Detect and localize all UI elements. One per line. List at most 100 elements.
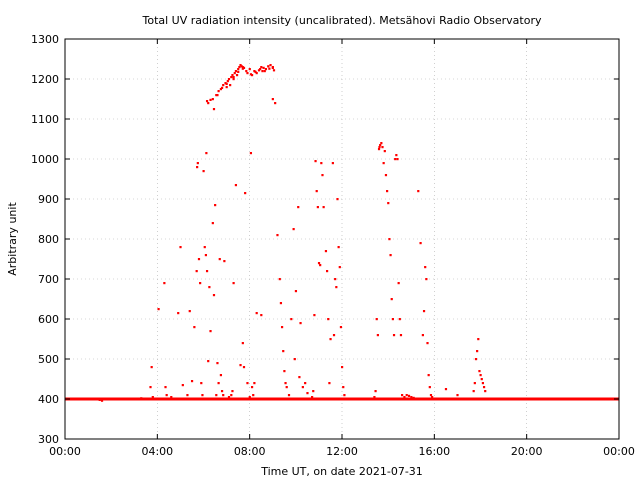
data-point bbox=[331, 162, 334, 165]
data-point bbox=[321, 174, 324, 177]
data-point bbox=[242, 366, 246, 369]
y-tick-label: 900 bbox=[38, 193, 59, 206]
data-point bbox=[232, 78, 235, 81]
data-point bbox=[428, 386, 431, 389]
data-point bbox=[285, 386, 288, 389]
data-point bbox=[98, 398, 101, 401]
data-point bbox=[196, 166, 199, 169]
data-point bbox=[312, 390, 315, 393]
data-point bbox=[259, 68, 262, 71]
y-tick-label: 300 bbox=[38, 433, 59, 446]
data-point bbox=[255, 312, 258, 315]
data-point bbox=[383, 150, 386, 153]
data-point bbox=[215, 394, 218, 397]
data-point bbox=[325, 270, 329, 273]
data-point bbox=[237, 68, 240, 71]
data-point bbox=[177, 312, 180, 315]
data-point bbox=[234, 70, 238, 73]
data-point bbox=[240, 65, 243, 68]
data-point bbox=[241, 66, 244, 69]
data-point bbox=[310, 396, 314, 399]
data-point bbox=[279, 302, 283, 305]
data-point bbox=[193, 326, 196, 329]
data-point bbox=[481, 382, 485, 385]
data-point bbox=[149, 386, 152, 389]
data-point bbox=[332, 334, 336, 337]
data-point bbox=[214, 204, 217, 207]
data-point bbox=[426, 342, 429, 345]
data-point bbox=[374, 390, 377, 393]
data-point bbox=[284, 382, 287, 385]
data-point bbox=[205, 152, 208, 155]
data-point bbox=[336, 198, 339, 201]
data-point bbox=[170, 396, 173, 399]
data-point bbox=[245, 70, 248, 73]
data-point bbox=[249, 152, 253, 155]
x-axis-label: Time UT, on date 2021-07-31 bbox=[260, 465, 423, 478]
data-point bbox=[254, 70, 257, 73]
data-point bbox=[209, 98, 212, 101]
data-point bbox=[343, 394, 346, 397]
data-point bbox=[190, 380, 194, 383]
data-point bbox=[304, 382, 307, 385]
y-tick-label: 1000 bbox=[31, 153, 59, 166]
data-point bbox=[322, 206, 325, 209]
y-tick-label: 800 bbox=[38, 233, 59, 246]
data-point bbox=[181, 384, 184, 387]
data-point bbox=[474, 358, 478, 361]
data-point bbox=[244, 192, 247, 195]
data-point bbox=[392, 334, 396, 337]
data-point bbox=[242, 66, 246, 69]
data-point bbox=[324, 250, 328, 253]
data-point bbox=[371, 398, 374, 401]
data-point bbox=[248, 396, 251, 399]
data-point bbox=[482, 386, 486, 389]
data-point bbox=[197, 258, 201, 261]
data-point bbox=[272, 69, 276, 72]
data-point bbox=[219, 374, 223, 377]
data-point bbox=[241, 342, 244, 345]
y-tick-label: 1100 bbox=[31, 113, 59, 126]
data-point bbox=[338, 266, 341, 269]
data-point bbox=[308, 398, 311, 401]
data-point bbox=[253, 70, 256, 73]
data-point bbox=[451, 398, 454, 401]
data-point bbox=[419, 242, 422, 245]
data-point bbox=[382, 162, 385, 165]
data-point bbox=[217, 382, 220, 385]
data-point bbox=[373, 396, 376, 399]
data-point bbox=[379, 144, 382, 147]
data-point bbox=[431, 396, 434, 399]
data-point bbox=[218, 258, 221, 261]
data-point bbox=[248, 68, 251, 71]
data-point bbox=[386, 190, 389, 193]
data-point bbox=[205, 270, 209, 273]
data-point bbox=[227, 78, 231, 81]
data-point bbox=[225, 86, 228, 89]
data-point bbox=[292, 228, 295, 231]
data-point bbox=[456, 394, 459, 397]
data-point bbox=[211, 222, 214, 225]
x-tick-label: 16:00 bbox=[418, 445, 450, 458]
data-point bbox=[424, 266, 427, 269]
data-point bbox=[151, 396, 154, 399]
data-point bbox=[255, 72, 258, 75]
x-tick-label: 20:00 bbox=[511, 445, 543, 458]
data-point bbox=[342, 386, 345, 389]
y-tick-label: 1200 bbox=[31, 73, 59, 86]
data-point bbox=[226, 80, 229, 83]
data-point bbox=[220, 86, 224, 89]
data-point bbox=[230, 394, 233, 397]
data-point bbox=[472, 390, 475, 393]
data-point bbox=[140, 397, 143, 400]
data-point bbox=[377, 148, 381, 151]
x-tick-label: 08:00 bbox=[234, 445, 266, 458]
x-tick-label: 00:00 bbox=[603, 445, 635, 458]
y-axis-label: Arbitrary unit bbox=[6, 202, 19, 276]
data-point bbox=[257, 69, 261, 72]
data-point bbox=[315, 190, 318, 193]
data-point bbox=[294, 290, 298, 293]
data-point bbox=[283, 370, 286, 373]
data-point bbox=[271, 98, 274, 101]
